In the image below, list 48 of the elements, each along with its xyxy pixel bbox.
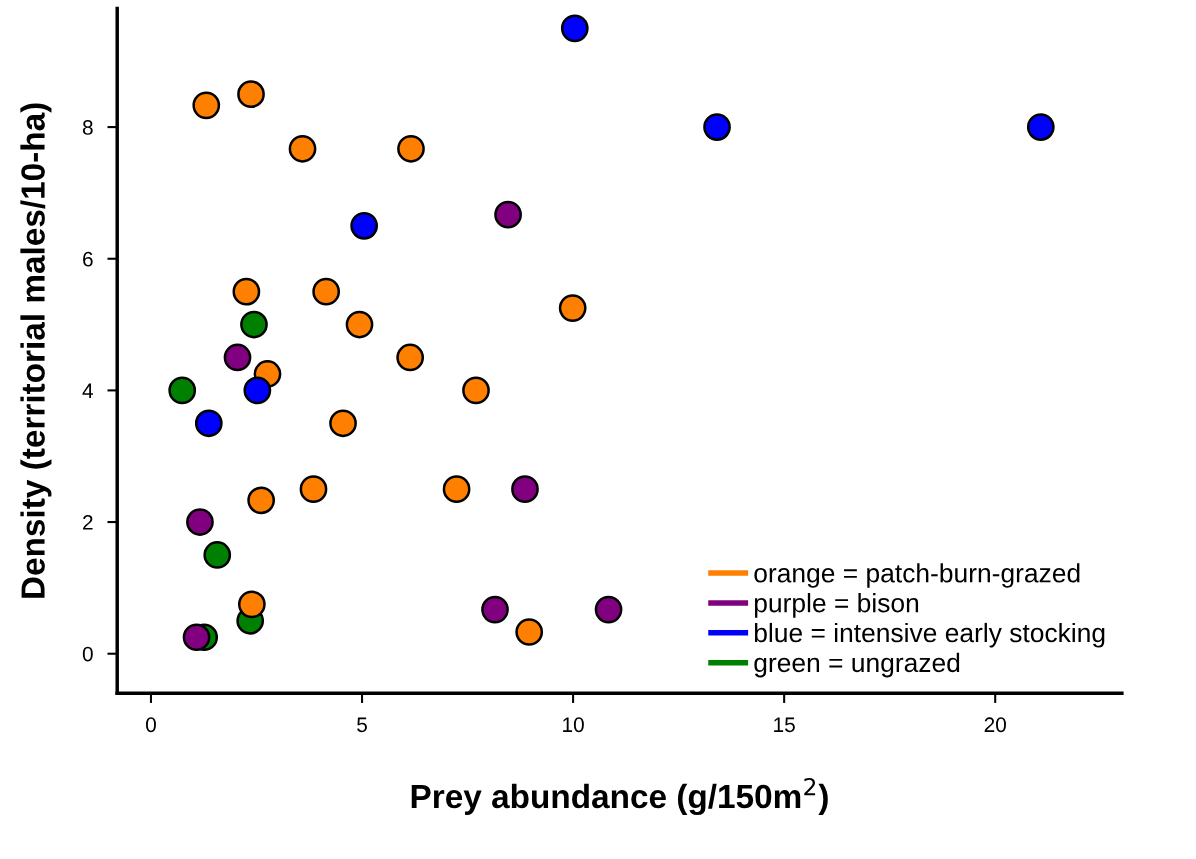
legend-label: blue = intensive early stocking (754, 622, 1105, 648)
x-tick-label: 20 (984, 717, 1006, 733)
point (288, 134, 317, 163)
point (182, 623, 211, 652)
x-tick-label: 15 (774, 717, 795, 733)
x-tick-label: 10 (563, 717, 584, 733)
point (397, 134, 425, 163)
point (194, 409, 223, 438)
point (243, 376, 272, 405)
point (511, 475, 539, 504)
point (350, 211, 379, 240)
point (442, 475, 471, 504)
y-tick-label: 0 (82, 646, 93, 662)
point (494, 200, 522, 229)
point (168, 376, 197, 405)
legend-label: purple = bison (754, 593, 919, 618)
point (223, 343, 252, 372)
point (481, 595, 509, 624)
point (345, 310, 374, 339)
point (247, 486, 276, 515)
legend-label: green = ungrazed (754, 652, 960, 678)
point (462, 376, 490, 405)
x-tick-label: 0 (146, 717, 156, 733)
point (240, 310, 268, 339)
point (186, 508, 214, 536)
point (203, 541, 232, 569)
point (1026, 113, 1055, 141)
y-axis-title: Density (territorial males/10-ha) (20, 103, 52, 598)
point (515, 618, 544, 646)
x-axis-title: Prey abundance (g/150m$^{2}$) (411, 777, 828, 816)
point (329, 409, 357, 438)
point (299, 475, 328, 504)
legend-label: orange = patch-burn-grazed (754, 563, 1080, 588)
point (312, 277, 341, 306)
x-tick-label: 5 (357, 717, 367, 733)
point (237, 80, 265, 109)
point (238, 590, 266, 619)
y-tick-label: 6 (83, 251, 93, 267)
point (192, 91, 221, 120)
point (594, 595, 623, 624)
y-tick-label: 8 (82, 120, 93, 135)
point (232, 277, 261, 306)
point (703, 113, 731, 141)
point (558, 294, 587, 322)
y-tick-label: 4 (82, 383, 93, 398)
point (560, 14, 589, 43)
point (396, 343, 425, 372)
y-tick-label: 2 (83, 515, 93, 530)
